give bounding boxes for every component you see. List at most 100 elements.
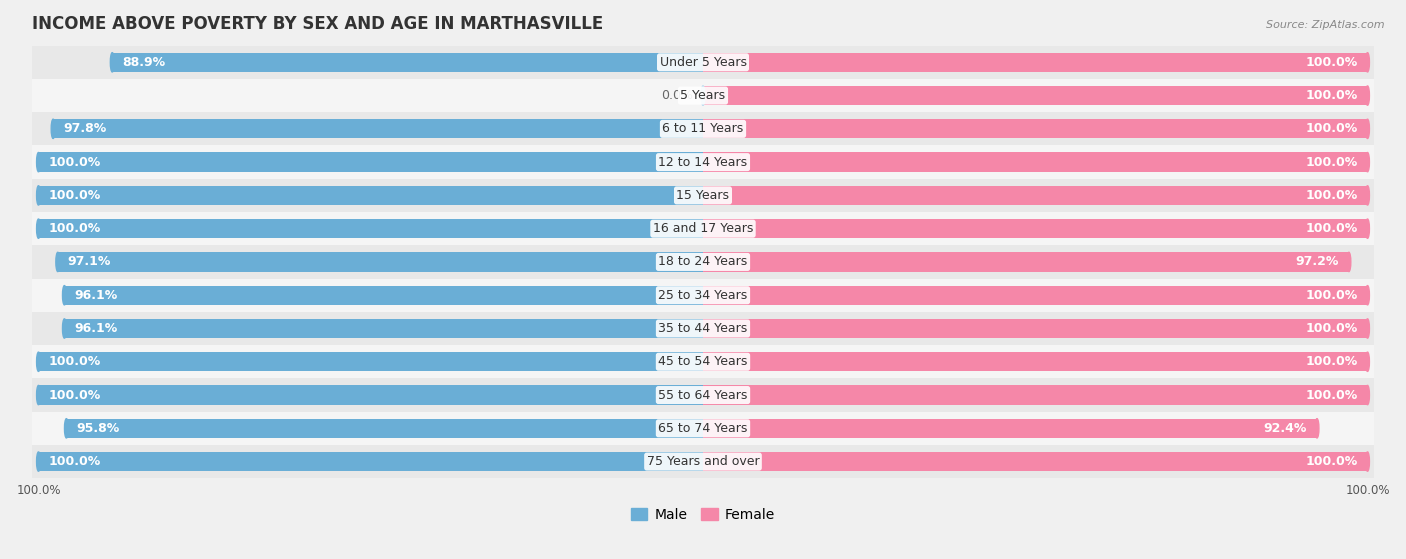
Text: 100.0%: 100.0% bbox=[48, 222, 101, 235]
Circle shape bbox=[702, 86, 704, 105]
Circle shape bbox=[1365, 119, 1369, 139]
Text: 97.8%: 97.8% bbox=[63, 122, 107, 135]
Circle shape bbox=[1365, 452, 1369, 471]
Circle shape bbox=[37, 385, 41, 405]
Circle shape bbox=[1365, 153, 1369, 172]
Bar bbox=[112, 53, 703, 72]
Bar bbox=[38, 153, 703, 172]
Circle shape bbox=[62, 286, 66, 305]
Text: 100.0%: 100.0% bbox=[1305, 189, 1358, 202]
Text: 100.0%: 100.0% bbox=[1305, 56, 1358, 69]
Bar bbox=[58, 252, 703, 272]
Bar bbox=[38, 385, 703, 405]
Text: 100.0%: 100.0% bbox=[48, 455, 101, 468]
Circle shape bbox=[1365, 352, 1369, 371]
Text: 100.0%: 100.0% bbox=[1305, 356, 1358, 368]
Circle shape bbox=[1315, 419, 1319, 438]
Text: 100.0%: 100.0% bbox=[1305, 222, 1358, 235]
Text: 100.0%: 100.0% bbox=[48, 189, 101, 202]
Circle shape bbox=[1365, 385, 1369, 405]
Circle shape bbox=[37, 153, 41, 172]
Bar bbox=[32, 212, 1374, 245]
Bar bbox=[65, 319, 703, 338]
Bar bbox=[53, 119, 703, 139]
Text: 97.2%: 97.2% bbox=[1295, 255, 1339, 268]
Text: 95.8%: 95.8% bbox=[76, 422, 120, 435]
Circle shape bbox=[37, 452, 41, 471]
Circle shape bbox=[37, 352, 41, 371]
Bar bbox=[703, 252, 1348, 272]
Bar bbox=[703, 53, 1368, 72]
Bar bbox=[703, 385, 1368, 405]
Text: 12 to 14 Years: 12 to 14 Years bbox=[658, 155, 748, 169]
Bar bbox=[38, 219, 703, 238]
Text: 18 to 24 Years: 18 to 24 Years bbox=[658, 255, 748, 268]
Bar bbox=[703, 153, 1368, 172]
Text: 0.0%: 0.0% bbox=[661, 89, 693, 102]
Bar bbox=[32, 79, 1374, 112]
Bar bbox=[703, 86, 1368, 105]
Bar bbox=[32, 145, 1374, 179]
Circle shape bbox=[1347, 252, 1351, 272]
Circle shape bbox=[37, 186, 41, 205]
Text: 100.0%: 100.0% bbox=[1305, 389, 1358, 401]
Text: 100.0%: 100.0% bbox=[1305, 322, 1358, 335]
Bar bbox=[703, 352, 1368, 371]
Text: 100.0%: 100.0% bbox=[1305, 89, 1358, 102]
Bar bbox=[32, 411, 1374, 445]
Bar bbox=[703, 419, 1317, 438]
Bar bbox=[32, 112, 1374, 145]
Text: 100.0%: 100.0% bbox=[48, 155, 101, 169]
Circle shape bbox=[51, 119, 55, 139]
Bar bbox=[38, 186, 703, 205]
Text: 25 to 34 Years: 25 to 34 Years bbox=[658, 288, 748, 302]
Text: 15 Years: 15 Years bbox=[676, 189, 730, 202]
Bar bbox=[32, 312, 1374, 345]
Circle shape bbox=[1365, 286, 1369, 305]
Circle shape bbox=[1365, 86, 1369, 105]
Bar bbox=[32, 179, 1374, 212]
Text: 55 to 64 Years: 55 to 64 Years bbox=[658, 389, 748, 401]
Text: Source: ZipAtlas.com: Source: ZipAtlas.com bbox=[1267, 20, 1385, 30]
Text: 35 to 44 Years: 35 to 44 Years bbox=[658, 322, 748, 335]
Circle shape bbox=[1365, 53, 1369, 72]
Text: 96.1%: 96.1% bbox=[75, 322, 118, 335]
Text: 100.0%: 100.0% bbox=[48, 389, 101, 401]
Circle shape bbox=[1365, 319, 1369, 338]
Text: 92.4%: 92.4% bbox=[1264, 422, 1308, 435]
Text: 100.0%: 100.0% bbox=[1305, 155, 1358, 169]
Text: 100.0%: 100.0% bbox=[1305, 122, 1358, 135]
Bar bbox=[66, 419, 703, 438]
Circle shape bbox=[56, 252, 59, 272]
Bar bbox=[703, 119, 1368, 139]
Bar bbox=[38, 452, 703, 471]
Circle shape bbox=[110, 53, 114, 72]
Text: 100.0%: 100.0% bbox=[1305, 455, 1358, 468]
Circle shape bbox=[62, 319, 66, 338]
Circle shape bbox=[65, 419, 69, 438]
Text: 75 Years and over: 75 Years and over bbox=[647, 455, 759, 468]
Text: 65 to 74 Years: 65 to 74 Years bbox=[658, 422, 748, 435]
Text: 45 to 54 Years: 45 to 54 Years bbox=[658, 356, 748, 368]
Bar bbox=[32, 445, 1374, 478]
Legend: Male, Female: Male, Female bbox=[626, 503, 780, 528]
Text: 97.1%: 97.1% bbox=[67, 255, 111, 268]
Text: 96.1%: 96.1% bbox=[75, 288, 118, 302]
Bar bbox=[32, 345, 1374, 378]
Bar bbox=[703, 319, 1368, 338]
Text: INCOME ABOVE POVERTY BY SEX AND AGE IN MARTHASVILLE: INCOME ABOVE POVERTY BY SEX AND AGE IN M… bbox=[32, 15, 603, 33]
Text: 88.9%: 88.9% bbox=[122, 56, 166, 69]
Bar bbox=[65, 286, 703, 305]
Bar bbox=[38, 352, 703, 371]
Bar bbox=[703, 186, 1368, 205]
Circle shape bbox=[1365, 186, 1369, 205]
Text: Under 5 Years: Under 5 Years bbox=[659, 56, 747, 69]
Bar bbox=[32, 46, 1374, 79]
Text: 16 and 17 Years: 16 and 17 Years bbox=[652, 222, 754, 235]
Text: 100.0%: 100.0% bbox=[48, 356, 101, 368]
Bar bbox=[703, 286, 1368, 305]
Circle shape bbox=[1365, 219, 1369, 238]
Text: 5 Years: 5 Years bbox=[681, 89, 725, 102]
Bar bbox=[32, 245, 1374, 278]
Circle shape bbox=[37, 219, 41, 238]
